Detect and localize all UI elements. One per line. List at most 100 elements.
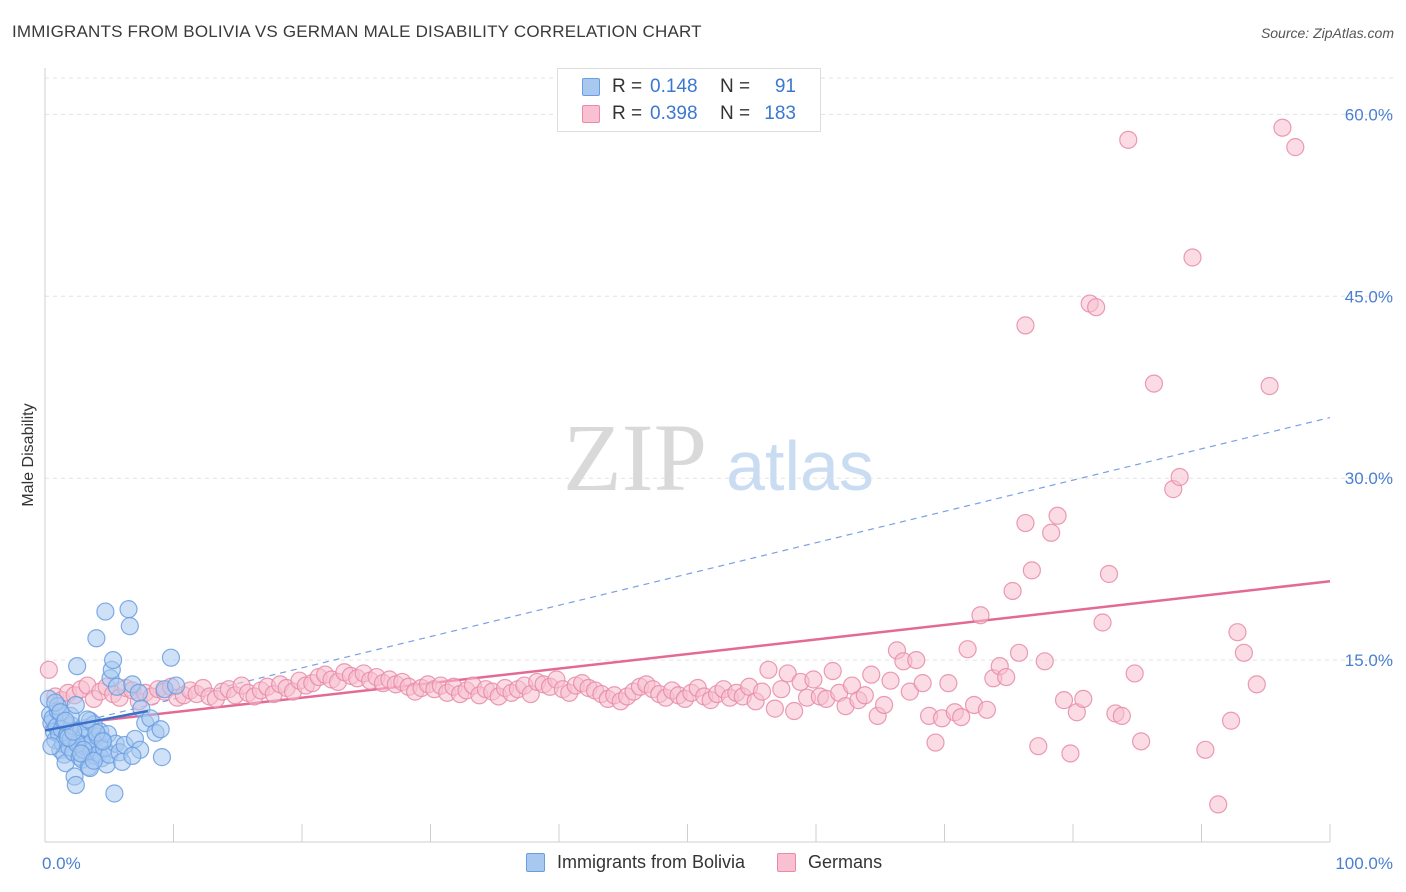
y-tick-label: 45.0% xyxy=(1345,287,1393,306)
r-value: 0.398 xyxy=(650,103,698,124)
point-germans xyxy=(759,660,778,679)
point-germans xyxy=(1170,467,1189,487)
point-germans xyxy=(881,671,900,690)
point-bolivia xyxy=(68,657,87,676)
point-germans xyxy=(1196,740,1215,759)
point-germans xyxy=(926,733,945,752)
n-label: N = xyxy=(720,103,751,124)
point-germans xyxy=(785,701,804,721)
chart-title: IMMIGRANTS FROM BOLIVIA VS GERMAN MALE D… xyxy=(12,22,702,41)
series-legend: Immigrants from Bolivia Germans xyxy=(526,852,914,873)
point-germans xyxy=(1061,744,1080,763)
point-germans xyxy=(1009,643,1029,662)
point-germans xyxy=(1183,248,1202,267)
point-germans xyxy=(804,670,823,689)
point-germans xyxy=(1221,711,1241,730)
point-bolivia xyxy=(161,648,181,667)
legend-label-germans: Germans xyxy=(808,852,883,872)
point-bolivia xyxy=(120,617,139,636)
legend-item-bolivia: Immigrants from Bolivia xyxy=(526,852,745,873)
r-value: 0.148 xyxy=(650,76,698,97)
point-bolivia xyxy=(152,748,172,767)
point-germans xyxy=(907,650,926,670)
point-germans xyxy=(862,665,881,684)
legend-swatch-bolivia xyxy=(582,78,600,96)
point-germans xyxy=(772,680,791,699)
point-germans xyxy=(1042,523,1061,542)
point-germans xyxy=(1048,506,1067,525)
point-germans xyxy=(1119,130,1138,149)
point-germans xyxy=(939,674,958,693)
tick-labels: 15.0% 30.0% 45.0% 60.0% 0.0% 100.0% xyxy=(42,105,1393,873)
point-germans xyxy=(1054,691,1074,710)
point-germans xyxy=(1074,689,1093,709)
legend-swatch-bolivia xyxy=(526,853,545,872)
stats-legend: R = 0.148 N = 91 R = 0.398 N = 183 xyxy=(557,68,821,132)
source-label: Source: ZipAtlas.com xyxy=(1260,25,1394,41)
point-germans xyxy=(1209,795,1228,814)
point-germans xyxy=(1112,706,1131,725)
point-bolivia xyxy=(119,600,138,619)
point-germans xyxy=(39,660,58,679)
gridlines xyxy=(45,77,1395,661)
point-germans xyxy=(855,686,874,705)
point-germans xyxy=(1029,737,1048,756)
point-bolivia xyxy=(129,683,148,702)
trend-bolivia xyxy=(44,709,149,732)
point-germans xyxy=(1144,374,1164,393)
y-axis-title: Male Disability xyxy=(20,403,37,506)
legend-row-germans: R = 0.398 N = 183 xyxy=(582,101,796,127)
point-germans xyxy=(1035,652,1054,671)
data-points xyxy=(39,118,1305,814)
point-bolivia xyxy=(151,720,170,739)
point-bolivia xyxy=(123,746,142,765)
point-bolivia xyxy=(166,676,186,695)
point-germans xyxy=(971,606,990,625)
x-tick-label: 0.0% xyxy=(42,854,81,873)
point-germans xyxy=(752,682,772,701)
point-germans xyxy=(1125,664,1144,683)
point-bolivia xyxy=(66,775,85,795)
legend-swatch-germans xyxy=(582,105,600,123)
point-bolivia xyxy=(84,751,103,770)
legend-row-bolivia: R = 0.148 N = 91 xyxy=(582,74,796,100)
r-label: R = xyxy=(612,76,643,97)
point-germans xyxy=(1016,513,1035,533)
point-bolivia xyxy=(104,650,123,670)
point-bolivia xyxy=(96,602,115,621)
axes xyxy=(44,68,1331,843)
point-bolivia xyxy=(66,695,85,715)
point-germans xyxy=(1132,732,1151,751)
point-germans xyxy=(823,661,842,681)
legend-item-germans: Germans xyxy=(777,852,882,873)
point-bolivia xyxy=(107,677,127,696)
legend-swatch-germans xyxy=(777,853,797,872)
watermark-zip: ZIP xyxy=(563,404,707,511)
point-germans xyxy=(1016,316,1035,335)
point-germans xyxy=(958,640,977,659)
point-germans xyxy=(977,700,997,719)
point-germans xyxy=(1087,298,1106,317)
point-germans xyxy=(1228,623,1247,642)
point-germans xyxy=(1273,118,1292,137)
point-bolivia xyxy=(87,629,106,648)
point-germans xyxy=(952,707,971,727)
point-germans xyxy=(1286,138,1305,157)
point-germans xyxy=(1234,643,1254,662)
point-germans xyxy=(997,667,1016,687)
point-bolivia xyxy=(93,732,112,751)
watermark: ZIP atlas xyxy=(563,404,874,511)
watermark-atlas: atlas xyxy=(726,427,874,505)
n-label: N = xyxy=(720,76,751,97)
point-germans xyxy=(1093,613,1112,632)
point-germans xyxy=(1003,581,1022,601)
point-bolivia xyxy=(42,737,61,756)
point-germans xyxy=(900,682,919,701)
point-germans xyxy=(875,695,894,715)
point-bolivia xyxy=(78,710,97,729)
point-germans xyxy=(913,674,932,693)
point-germans xyxy=(1260,376,1279,396)
x-tick-label: 100.0% xyxy=(1335,854,1393,873)
trend-bolivia-extended xyxy=(44,416,1331,732)
